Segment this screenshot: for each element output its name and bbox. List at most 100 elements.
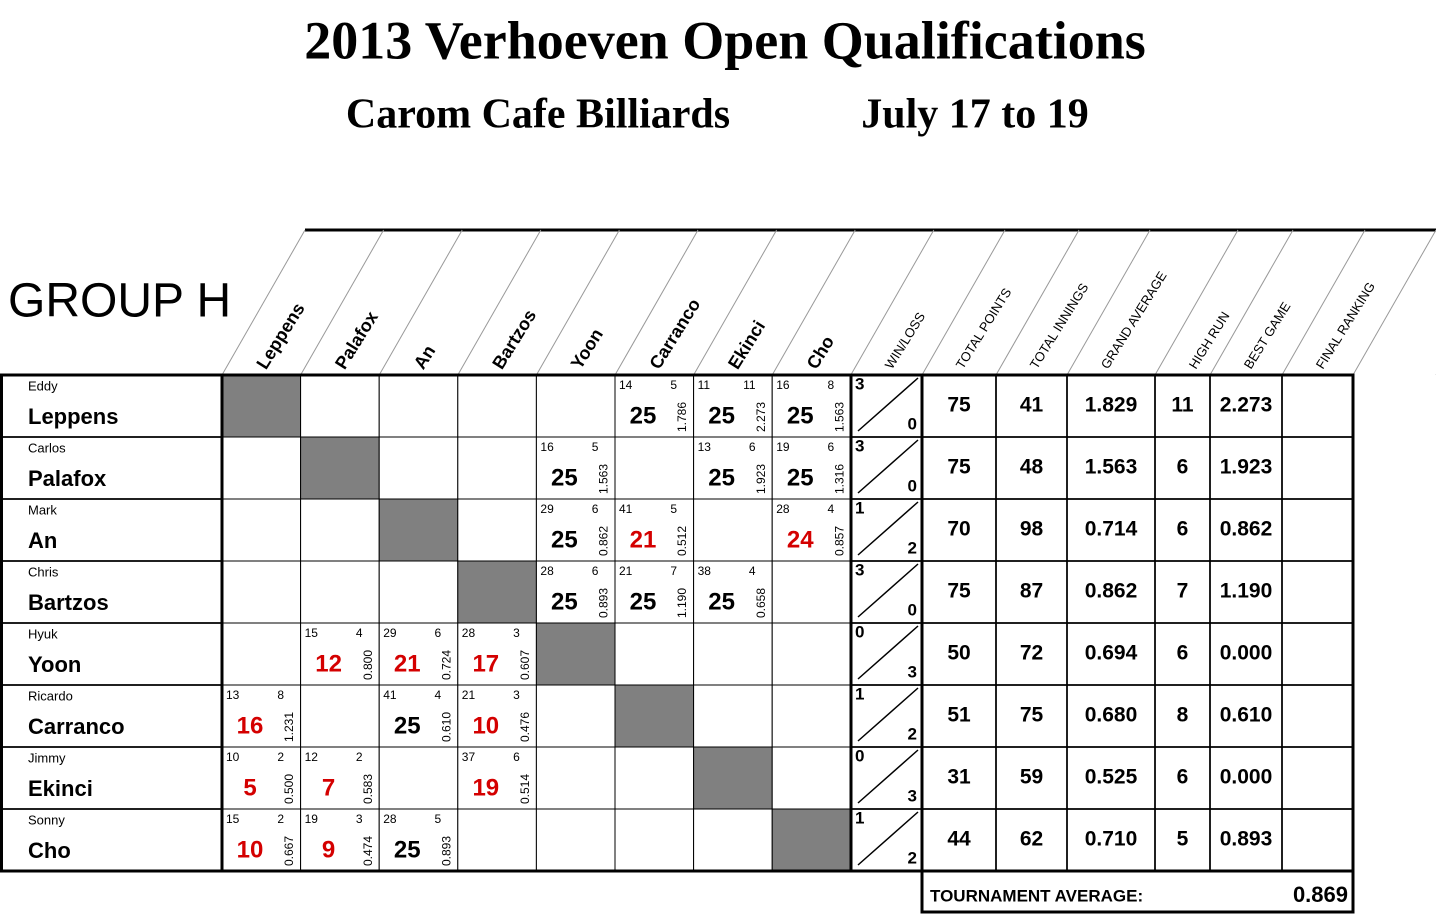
losses: 2: [908, 724, 917, 743]
column-header: Palafox: [331, 308, 382, 373]
column-header: An: [410, 342, 440, 373]
stat-value: 62: [1020, 828, 1043, 851]
stat-cell: [1281, 684, 1354, 748]
innings: 15: [226, 812, 240, 826]
stat-value: 44: [947, 828, 971, 851]
game-cell: [300, 622, 380, 686]
game-average: 0.800: [361, 650, 375, 680]
high-run: 2: [277, 812, 284, 826]
innings: 16: [776, 378, 790, 392]
game-cell: [378, 684, 459, 748]
losses: 2: [908, 848, 917, 867]
game-cell: [535, 622, 616, 686]
score: 25: [708, 588, 735, 615]
first-name: Jimmy: [28, 750, 66, 765]
game-cell: [771, 808, 852, 872]
stat-value: 48: [1020, 456, 1044, 479]
game-cell: [693, 560, 773, 624]
game-cell: [457, 374, 537, 438]
header-divider: [995, 229, 1080, 376]
last-name: Leppens: [28, 404, 118, 429]
stat-value: 1.829: [1085, 394, 1138, 417]
stat-cell: [1281, 808, 1354, 872]
game-cell: [221, 436, 302, 500]
stat-value: 6: [1177, 766, 1189, 789]
high-run: 11: [743, 378, 756, 392]
stat-cell: [1281, 374, 1354, 438]
losses: 3: [908, 662, 917, 681]
score: 9: [322, 836, 335, 863]
stat-value: 50: [947, 642, 970, 665]
game-average: 0.474: [361, 836, 375, 866]
game-cell: [457, 808, 537, 872]
game-cell: [457, 498, 537, 562]
score: 12: [315, 650, 342, 677]
game-cell: [771, 684, 852, 748]
game-cell: [300, 684, 380, 748]
game-cell: [693, 622, 773, 686]
score: 5: [243, 774, 256, 801]
score: 25: [551, 526, 578, 553]
stat-value: 0.893: [1220, 828, 1273, 851]
stat-value: 0.680: [1085, 704, 1138, 727]
high-run: 2: [356, 750, 363, 764]
score: 25: [787, 402, 814, 429]
column-header: TOTAL INNINGS: [1027, 280, 1092, 371]
last-name: Palafox: [28, 466, 107, 491]
game-average: 0.893: [597, 588, 611, 618]
stat-value: 1.563: [1085, 456, 1138, 479]
stat-value: 31: [947, 766, 971, 789]
innings: 28: [776, 502, 790, 516]
header-divider: [1066, 229, 1151, 376]
game-cell: [378, 622, 459, 686]
game-average: 0.857: [832, 526, 846, 556]
stat-value: 0.525: [1085, 766, 1138, 789]
game-cell: [771, 622, 852, 686]
game-average: 0.724: [439, 650, 453, 680]
game-cell: [300, 808, 380, 872]
game-average: 0.476: [518, 712, 532, 742]
stat-value: 6: [1177, 642, 1189, 665]
group-label: GROUP H: [8, 275, 231, 328]
high-run: 5: [670, 502, 677, 516]
game-cell: [300, 436, 380, 500]
stat-value: 41: [1020, 394, 1044, 417]
column-header: FINAL RANKING: [1313, 279, 1378, 371]
column-header: Yoon: [567, 325, 607, 373]
first-name: Hyuk: [28, 626, 58, 641]
stat-value: 75: [947, 456, 971, 479]
last-name: Carranco: [28, 714, 125, 739]
game-cell: [614, 374, 695, 438]
game-cell: [457, 746, 537, 810]
header-divider: [1209, 229, 1294, 376]
wins: 0: [855, 746, 864, 765]
high-run: 5: [435, 812, 442, 826]
game-average: 1.786: [675, 402, 689, 432]
stat-value: 0.710: [1085, 828, 1138, 851]
game-cell: [535, 808, 616, 872]
header-divider: [535, 229, 620, 376]
innings: 13: [698, 440, 712, 454]
stat-value: 51: [947, 704, 971, 727]
innings: 12: [305, 750, 319, 764]
first-name: Ricardo: [28, 688, 73, 703]
stat-value: 11: [1171, 394, 1194, 417]
high-run: 4: [435, 688, 442, 702]
high-run: 4: [828, 502, 835, 516]
innings: 10: [226, 750, 240, 764]
innings: 19: [776, 440, 790, 454]
innings: 21: [462, 688, 476, 702]
game-cell: [221, 560, 302, 624]
game-average: 0.512: [675, 526, 689, 556]
footer-label: TOURNAMENT AVERAGE:: [930, 886, 1143, 905]
game-cell: [614, 622, 695, 686]
game-cell: [300, 374, 380, 438]
score: 24: [787, 526, 814, 553]
header-divider: [300, 229, 385, 376]
innings: 14: [619, 378, 633, 392]
stat-value: 8: [1177, 704, 1189, 727]
header-divider: [1154, 229, 1239, 376]
header-divider: [771, 229, 856, 376]
game-cell: [771, 560, 852, 624]
high-run: 6: [513, 750, 520, 764]
